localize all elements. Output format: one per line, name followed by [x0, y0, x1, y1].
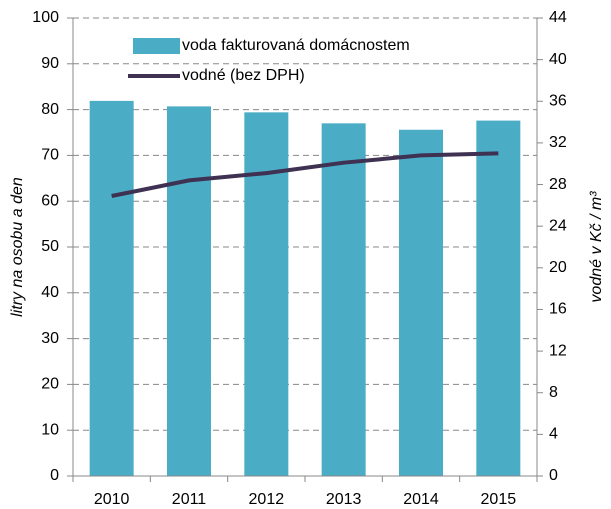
x-tick-label: 2015: [481, 491, 517, 508]
y2-tick-label: 32: [549, 134, 567, 151]
x-tick-label: 2010: [94, 491, 130, 508]
bar: [476, 120, 521, 476]
y2-tick-label: 8: [549, 384, 558, 401]
y2-tick-label: 28: [549, 176, 567, 193]
bar: [399, 129, 443, 476]
y2-axis-title: vodné v Kč / m³: [588, 191, 605, 303]
y-tick-label: 50: [41, 238, 59, 255]
bar: [89, 100, 134, 476]
y2-tick-label: 20: [549, 259, 567, 276]
y2-tick-label: 40: [549, 51, 567, 68]
y2-tick-label: 24: [549, 217, 567, 234]
line-series: [111, 151, 499, 198]
y-tick-label: 40: [41, 284, 59, 301]
legend-swatch: [133, 38, 180, 54]
y-tick-label: 70: [41, 147, 59, 164]
y-tick-label: 0: [50, 467, 59, 484]
bar: [321, 123, 366, 476]
x-tick-label: 2013: [326, 491, 362, 508]
y-tick-label: 60: [41, 192, 59, 209]
bar: [244, 112, 289, 477]
y2-tick-label: 12: [549, 342, 567, 359]
y2-tick-label: 36: [549, 92, 567, 109]
y2-tick-label: 44: [549, 9, 567, 26]
y-tick-label: 10: [41, 421, 59, 438]
x-tick-label: 2014: [403, 491, 439, 508]
y-tick-label: 30: [41, 330, 59, 347]
legend-label: voda fakturovaná domácnostem: [182, 37, 410, 54]
x-tick-label: 2012: [249, 491, 285, 508]
y2-tick-label: 0: [549, 467, 558, 484]
y-tick-label: 100: [32, 9, 59, 26]
bar: [167, 106, 211, 477]
y-tick-label: 20: [41, 376, 59, 393]
y2-tick-label: 4: [549, 426, 558, 443]
x-tick-label: 2011: [172, 491, 207, 508]
legend-label: vodné (bez DPH): [182, 67, 305, 84]
y-axis-title: litry na osobu a den: [9, 177, 26, 317]
y-tick-label: 90: [41, 55, 59, 72]
y2-tick-label: 16: [549, 301, 567, 318]
y-tick-label: 80: [41, 101, 59, 118]
